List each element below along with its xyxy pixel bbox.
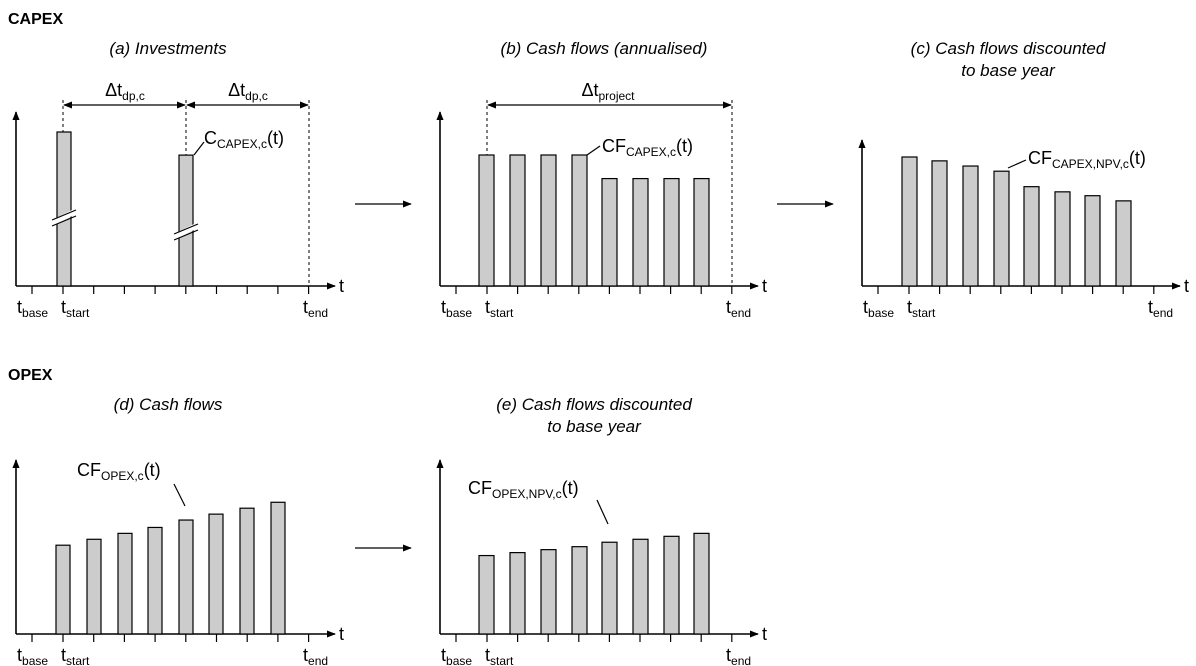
bar-b-7 [663, 177, 680, 287]
panel-c-cash-flows-discounted: t tbase tstart tend [858, 139, 1189, 320]
bar-e-6 [632, 538, 649, 635]
bar-c-6 [1054, 191, 1071, 287]
panel-b-annotations: Δtproject CFCAPEX,c(t) [486, 80, 733, 286]
bar-b-5 [601, 177, 618, 287]
opex-heading: OPEX [8, 367, 53, 384]
axis-break-line [173, 229, 199, 241]
t-end-label: tend [726, 645, 751, 666]
axis-t-label: t [762, 624, 767, 644]
bar-a-1 [56, 131, 72, 287]
bar-b-6 [632, 177, 649, 287]
bar-e-4 [571, 546, 588, 635]
t-base-label: tbase [441, 645, 472, 666]
capex-label-leader [193, 141, 205, 156]
dt-project-label: Δtproject [581, 80, 635, 103]
bar-e-8 [693, 532, 710, 635]
bar-c-4 [993, 170, 1010, 287]
t-base-label: tbase [17, 645, 48, 666]
bar-b-3 [540, 154, 557, 287]
bar-b-2 [509, 154, 526, 287]
panel-a-investments: t tbase tstart tend [12, 111, 344, 320]
bar-d-1 [55, 544, 71, 635]
bar-d-3 [117, 532, 133, 635]
panel-e-opex-discounted: t tbase tstart tend [436, 459, 767, 666]
t-base-label: tbase [441, 297, 472, 320]
panel-e-title-line-1: (e) Cash flows discounted [496, 395, 692, 414]
t-end-label: tend [726, 297, 751, 320]
axis-t-label: t [339, 276, 344, 296]
bar-b-4 [571, 154, 588, 287]
axis-break-line [51, 215, 77, 227]
cf-capex-npv-leader [1007, 159, 1027, 169]
bar-e-3 [540, 549, 557, 635]
bar-a-2 [178, 154, 194, 287]
panel-a-annotations: Δtdp,c Δtdp,c CCAPEX,c(t) [62, 80, 310, 286]
bar-c-2 [931, 160, 948, 287]
panel-b-cash-flows-annualised: t tbase tstart tend [436, 111, 767, 320]
panel-a-title: (a) Investments [109, 39, 227, 58]
t-end-label: tend [1148, 297, 1173, 320]
bar-b-1 [478, 154, 495, 287]
cf-opex-label: CFOPEX,c(t) [77, 460, 161, 483]
panel-d-annotations: CFOPEX,c(t) [77, 460, 186, 507]
bar-d-8 [270, 501, 286, 635]
t-start-label: tstart [485, 645, 514, 666]
bar-b-8 [693, 177, 710, 287]
t-end-label: tend [303, 645, 328, 666]
bar-c-1 [901, 156, 918, 287]
t-end-label: tend [303, 297, 328, 320]
bar-e-5 [601, 541, 618, 635]
axis-break-line [51, 209, 77, 221]
axis-t-label: t [1184, 276, 1189, 296]
panel-e-annotations: CFOPEX,NPV,c(t) [468, 478, 609, 525]
bar-e-7 [663, 535, 680, 635]
panel-d-title: (d) Cash flows [114, 395, 223, 414]
panel-e-title-line-2: to base year [547, 417, 642, 436]
axis-t-label: t [762, 276, 767, 296]
bar-e-1 [478, 554, 495, 635]
bar-c-7 [1084, 195, 1101, 287]
panel-b-title: (b) Cash flows (annualised) [501, 39, 708, 58]
bar-d-2 [86, 538, 102, 635]
t-start-label: tstart [485, 297, 514, 320]
t-start-label: tstart [61, 645, 90, 666]
bar-d-6 [208, 513, 224, 635]
dt-dp-label-2: Δtdp,c [228, 80, 268, 103]
axis-break-line [173, 223, 199, 235]
axis-t-label: t [339, 624, 344, 644]
t-start-label: tstart [61, 297, 90, 320]
bar-e-2 [509, 551, 526, 635]
bar-c-3 [962, 165, 979, 287]
bar-c-8 [1115, 200, 1132, 287]
dt-dp-label-1: Δtdp,c [105, 80, 145, 103]
cf-capex-npv-label: CFCAPEX,NPV,c(t) [1028, 148, 1146, 171]
cf-opex-npv-label: CFOPEX,NPV,c(t) [468, 478, 579, 501]
bar-d-7 [239, 507, 255, 635]
panel-c-annotations: CFCAPEX,NPV,c(t) [1007, 148, 1146, 171]
cf-capex-leader [586, 145, 601, 156]
cf-capex-label: CFCAPEX,c(t) [602, 136, 693, 159]
bar-d-5 [178, 519, 194, 635]
panel-c-title-line-2: to base year [961, 61, 1056, 80]
cf-opex-leader [173, 483, 186, 507]
cf-opex-npv-leader [596, 499, 609, 525]
t-base-label: tbase [17, 297, 48, 320]
t-start-label: tstart [907, 297, 936, 320]
panel-c-title-line-1: (c) Cash flows discounted [911, 39, 1106, 58]
capex-heading: CAPEX [8, 11, 63, 28]
capex-investment-label: CCAPEX,c(t) [204, 128, 284, 151]
t-base-label: tbase [863, 297, 894, 320]
panel-d-opex-cash-flows: t tbase tstart tend [12, 459, 344, 666]
bar-d-4 [147, 526, 163, 635]
bar-c-5 [1023, 186, 1040, 287]
